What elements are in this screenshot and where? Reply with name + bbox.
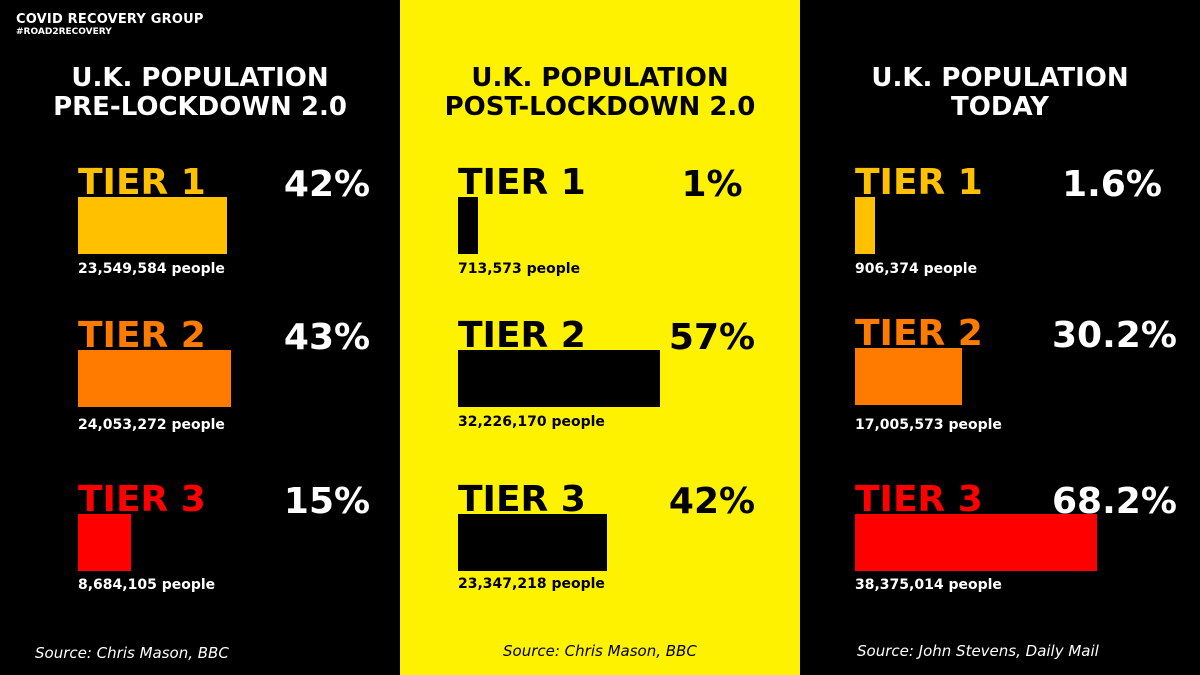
panel-pre-lockdown: COVID RECOVERY GROUP #ROAD2RECOVERY U.K.… [0,0,400,675]
source-credit: Source: John Stevens, Daily Mail [857,642,1099,660]
tier-label: TIER 2 [78,315,206,356]
tier-bar [458,350,661,407]
tier-label: TIER 3 [78,479,206,520]
panel-today: U.K. POPULATION TODAY TIER 1 1.6% 906,37… [800,0,1200,675]
percent-label: 15% [283,481,371,522]
tier-label: TIER 3 [458,479,586,520]
panel-title-line-1: U.K. POPULATION [871,63,1129,93]
people-count: 906,374 people [855,261,978,277]
tier-label: TIER 1 [855,162,983,203]
panel-title: U.K. POPULATION POST-LOCKDOWN 2.0 [400,64,800,122]
tier-label: TIER 2 [855,313,983,354]
source-credit: Source: Chris Mason, BBC [35,644,229,662]
panel-title-line-2: POST-LOCKDOWN 2.0 [444,92,756,122]
panel-title: U.K. POPULATION TODAY [800,64,1200,122]
percent-label: 42% [668,481,756,522]
source-credit: Source: Chris Mason, BBC [503,642,697,660]
tier-bar [78,350,231,407]
people-count: 38,375,014 people [855,577,1002,593]
percent-label: 57% [668,317,756,358]
people-count: 23,549,584 people [78,261,225,277]
percent-label: 68.2% [1052,481,1177,522]
people-count: 17,005,573 people [855,417,1002,433]
brand-hashtag: #ROAD2RECOVERY [16,27,112,37]
panel-post-lockdown: U.K. POPULATION POST-LOCKDOWN 2.0 TIER 1… [400,0,800,675]
panel-title: U.K. POPULATION PRE-LOCKDOWN 2.0 [0,64,400,122]
tier-bar [78,197,228,254]
tier-bar [855,514,1098,571]
tier-bar [458,197,478,254]
percent-label: 42% [283,164,371,205]
tier-label: TIER 2 [458,315,586,356]
tier-bar [855,197,875,254]
percent-label: 30.2% [1052,315,1177,356]
people-count: 8,684,105 people [78,577,216,593]
tier-bar [855,348,963,405]
tier-label: TIER 1 [458,162,586,203]
percent-label: 1.6% [1062,164,1162,205]
brand-name: COVID RECOVERY GROUP [16,12,204,27]
people-count: 713,573 people [458,261,581,277]
people-count: 23,347,218 people [458,576,605,592]
tier-bar [458,514,608,571]
people-count: 24,053,272 people [78,417,225,433]
percent-label: 43% [283,317,371,358]
panel-title-line-2: TODAY [951,92,1049,122]
people-count: 32,226,170 people [458,414,605,430]
tier-label: TIER 3 [855,479,983,520]
tier-label: TIER 1 [78,162,206,203]
panel-title-line-2: PRE-LOCKDOWN 2.0 [53,92,347,122]
percent-label: 1% [681,164,743,205]
panel-title-line-1: U.K. POPULATION [71,63,329,93]
panel-title-line-1: U.K. POPULATION [471,63,729,93]
tier-bar [78,514,132,571]
